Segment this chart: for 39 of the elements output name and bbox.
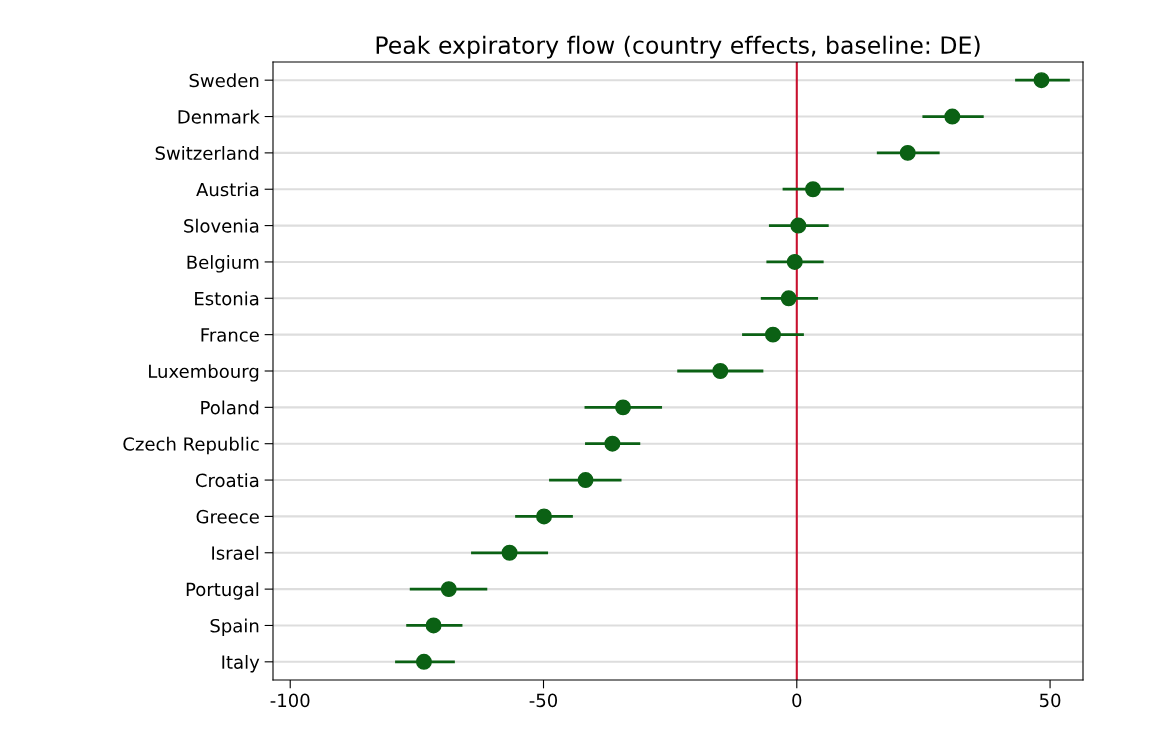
y-tick-label: Sweden: [189, 73, 259, 88]
y-tick-label: Denmark: [178, 109, 260, 124]
point: [604, 435, 621, 452]
point: [786, 253, 803, 270]
y-tick-label: Greece: [196, 509, 259, 524]
point: [790, 217, 807, 234]
y-tick-label: France: [201, 328, 259, 342]
point: [415, 653, 432, 670]
y-tick-label: Slovenia: [184, 218, 259, 233]
y-tick-label: Spain: [210, 618, 259, 637]
x-tick-label: 0: [792, 693, 802, 708]
x-tick-label: -100: [270, 693, 310, 708]
x-tick-label: -50: [529, 693, 558, 708]
y-tick-label: Austria: [196, 182, 259, 197]
point: [501, 544, 518, 561]
y-tick-label: Croatia: [195, 473, 259, 488]
y-tick-label: Belgium: [187, 255, 259, 273]
point: [765, 326, 781, 343]
point: [780, 290, 797, 307]
point: [805, 181, 821, 198]
chart-title: Peak expiratory flow (country effects, baseline: DE): [376, 35, 980, 59]
y-tick-label: Poland: [201, 400, 259, 415]
point: [1033, 72, 1050, 89]
y-tick-label: Israel: [212, 545, 259, 560]
point: [615, 399, 632, 416]
y-tick-label: Italy: [222, 654, 260, 673]
y-tick-label: Switzerland: [155, 146, 259, 160]
point: [440, 581, 457, 598]
point: [536, 508, 552, 525]
y-tick-label: Portugal: [186, 582, 259, 600]
point: [944, 108, 961, 125]
point: [899, 144, 916, 161]
y-tick-label: Estonia: [195, 291, 259, 306]
y-tick-label: Luxembourg: [149, 364, 259, 382]
point: [712, 363, 729, 379]
point: [577, 472, 594, 489]
y-tick-label: Czech Republic: [123, 436, 259, 455]
x-tick-label: 50: [1039, 693, 1061, 708]
point: [425, 617, 442, 634]
